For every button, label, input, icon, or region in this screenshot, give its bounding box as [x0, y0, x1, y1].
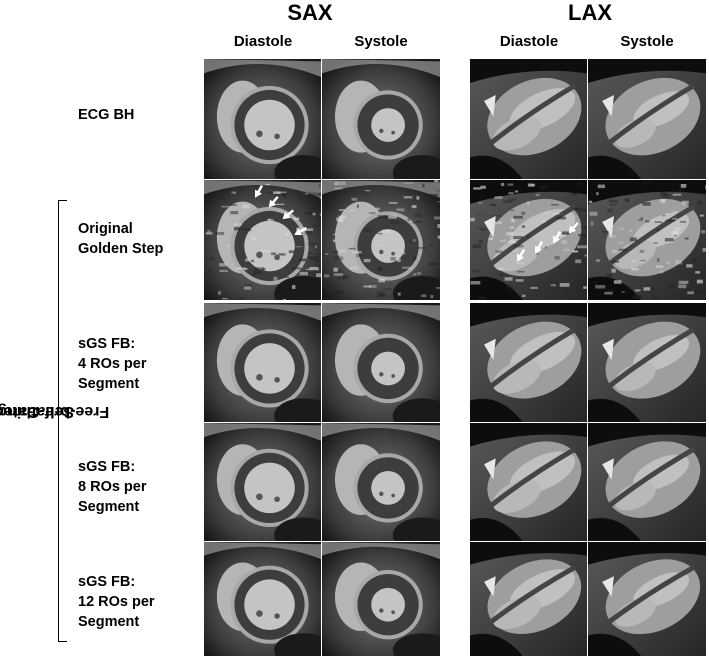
lax-group-title: LAX — [568, 0, 612, 25]
row-label-line: 4 ROs per — [78, 356, 147, 372]
mri-tile-original-golden-step-lax-systole — [588, 180, 706, 300]
row-label-sgs-12ros: sGS FB: 12 ROs per Segment — [78, 572, 155, 632]
row-label-ecg-bh: ECG BH — [78, 105, 134, 125]
mri-tile-sgs-4ros-lax-diastole — [470, 303, 587, 422]
lax-systole-label: Systole — [620, 33, 674, 50]
mri-tile-sgs-12ros-lax-diastole — [470, 542, 587, 656]
mri-tile-sgs-4ros-sax-diastole — [204, 303, 321, 422]
row-label-line: Original — [78, 221, 133, 237]
mri-tile-sgs-8ros-lax-diastole — [470, 423, 587, 541]
sax-systole-label: Systole — [354, 33, 408, 50]
mri-tile-ecg-bh-lax-diastole — [470, 59, 587, 179]
row-label-line: Golden Step — [78, 241, 164, 257]
row-label-line: sGS FB: — [78, 574, 136, 590]
mri-tile-sgs-12ros-sax-diastole — [204, 542, 321, 656]
row-label-line: sGS FB: — [78, 336, 136, 352]
row-label-line: ECG BH — [78, 107, 135, 123]
mri-tile-sgs-12ros-lax-systole — [588, 542, 706, 656]
mri-tile-ecg-bh-sax-diastole — [204, 59, 321, 179]
row-label-line: 8 ROs per — [78, 479, 147, 495]
mri-tile-ecg-bh-sax-systole — [322, 59, 440, 179]
row-label-line: 12 ROs per — [78, 594, 155, 610]
side-title: Free-breathing, ECG-free Self-Gated — [0, 178, 109, 644]
row-label-line: Segment — [78, 376, 140, 392]
mri-tile-original-golden-step-lax-diastole — [470, 180, 587, 300]
mri-tile-sgs-8ros-lax-systole — [588, 423, 706, 541]
row-label-line: Segment — [78, 614, 140, 630]
lax-diastole-label: Diastole — [499, 33, 559, 50]
mri-tile-sgs-8ros-sax-systole — [322, 423, 440, 541]
mri-tile-original-golden-step-sax-diastole — [204, 180, 321, 300]
sax-diastole-label: Diastole — [233, 33, 293, 50]
mri-tile-sgs-4ros-lax-systole — [588, 303, 706, 422]
row-label-line: Segment — [78, 499, 140, 515]
row-label-sgs-4ros: sGS FB: 4 ROs per Segment — [78, 334, 147, 394]
mri-tile-sgs-4ros-sax-systole — [322, 303, 440, 422]
free-breathing-bracket — [58, 200, 67, 642]
sax-group-title: SAX — [287, 0, 333, 25]
mri-tile-ecg-bh-lax-systole — [588, 59, 706, 179]
row-label-sgs-8ros: sGS FB: 8 ROs per Segment — [78, 457, 147, 517]
mri-tile-sgs-8ros-sax-diastole — [204, 423, 321, 541]
mri-tile-sgs-12ros-sax-systole — [322, 542, 440, 656]
row-label-original-golden-step: Original Golden Step — [78, 219, 163, 259]
row-label-line: sGS FB: — [78, 459, 136, 475]
mri-tile-original-golden-step-sax-systole — [322, 180, 440, 300]
